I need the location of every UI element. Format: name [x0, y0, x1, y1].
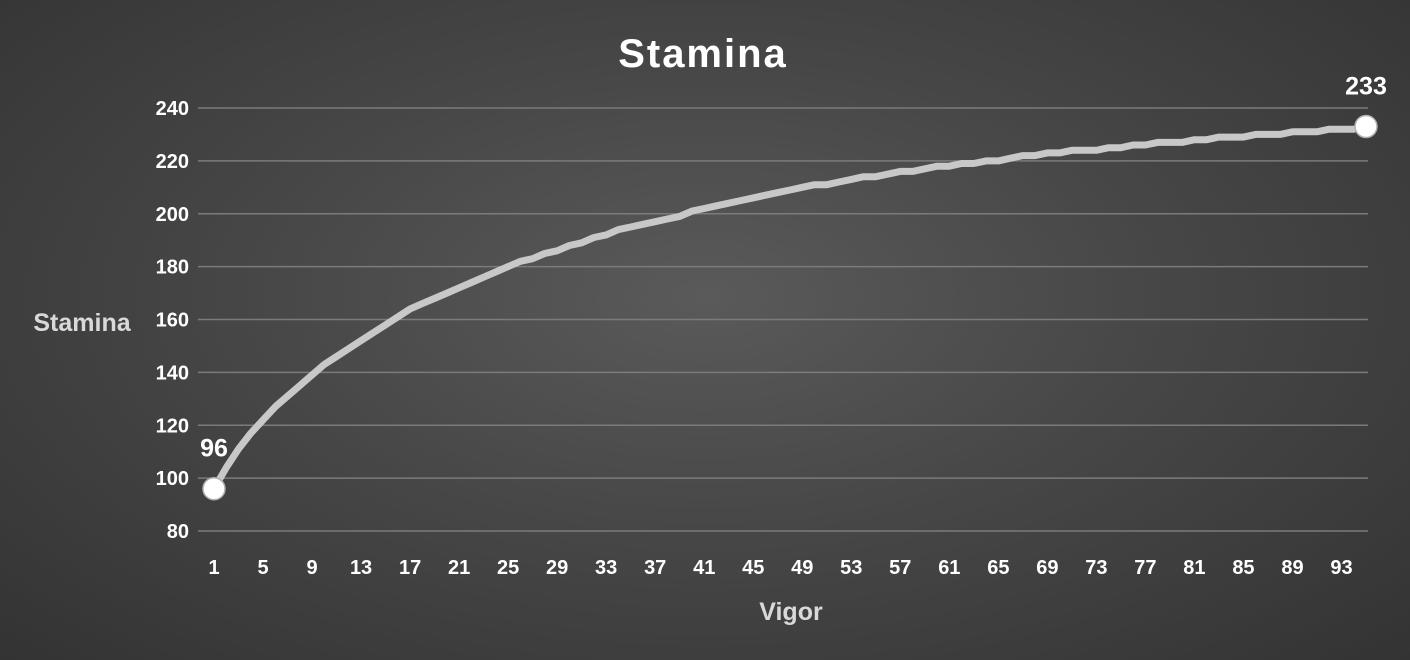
series-stamina — [210, 123, 1370, 493]
x-tick-label: 85 — [1232, 557, 1254, 579]
endpoint-marker — [1354, 114, 1378, 139]
y-tick-label: 160 — [156, 310, 189, 332]
x-tick-label: 21 — [448, 557, 470, 579]
x-tick-label: 25 — [497, 557, 519, 579]
x-tick-label: 9 — [306, 557, 317, 579]
y-tick-label: 240 — [156, 98, 189, 120]
y-tick-label: 180 — [156, 257, 189, 279]
x-axis-title: Vigor — [759, 598, 823, 626]
y-tick-label: 140 — [156, 362, 189, 384]
gridlines — [198, 107, 1368, 532]
x-tick-label: 61 — [938, 557, 960, 579]
y-axis-title: Stamina — [33, 309, 131, 337]
x-tick-label: 57 — [889, 557, 911, 579]
x-tick-label: 73 — [1085, 557, 1107, 579]
x-tick-label: 89 — [1281, 557, 1303, 579]
x-tick-label: 13 — [350, 557, 372, 579]
x-tick-label: 17 — [399, 557, 421, 579]
x-tick-label: 5 — [257, 557, 268, 579]
stamina-series-line — [210, 123, 1370, 493]
chart-title: Stamina — [618, 32, 788, 76]
x-tick-label: 53 — [840, 557, 862, 579]
y-tick-label: 80 — [167, 521, 189, 543]
data-label: 233 — [1345, 73, 1387, 101]
y-tick-label: 120 — [156, 415, 189, 437]
y-tick-label: 220 — [156, 151, 189, 173]
x-tick-label: 29 — [546, 557, 568, 579]
x-tick-label: 65 — [987, 557, 1009, 579]
data-label: 96 — [200, 435, 228, 463]
x-tick-label: 81 — [1183, 557, 1205, 579]
y-axis-tick-labels: 80 100 120 140 160 180 200 220 240 — [156, 98, 189, 543]
x-tick-label: 45 — [742, 557, 764, 579]
x-tick-label: 41 — [693, 557, 715, 579]
x-tick-label: 77 — [1134, 557, 1156, 579]
data-labels: 96 233 — [200, 73, 1387, 501]
endpoint-marker — [202, 476, 226, 501]
y-tick-label: 100 — [156, 468, 189, 490]
x-tick-label: 33 — [595, 557, 617, 579]
x-tick-label: 37 — [644, 557, 666, 579]
x-tick-label: 69 — [1036, 557, 1058, 579]
y-tick-label: 200 — [156, 204, 189, 226]
x-tick-label: 93 — [1330, 557, 1352, 579]
x-axis-tick-labels: 1 5 9 13 17 21 25 29 33 37 41 45 49 53 57 61 65 69 73 77 81 8… — [208, 557, 1352, 579]
x-tick-label: 1 — [208, 557, 219, 579]
x-tick-label: 49 — [791, 557, 813, 579]
